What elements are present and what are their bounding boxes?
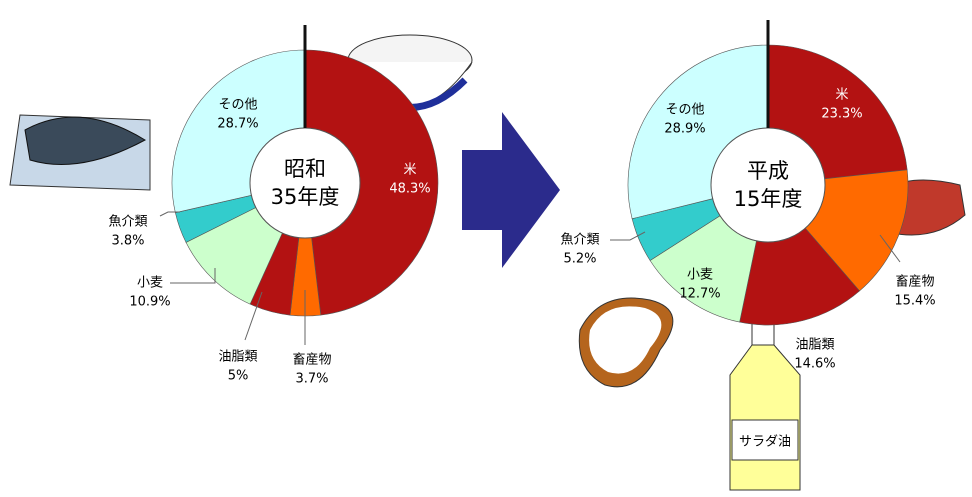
segment-value: 28.7%: [217, 117, 258, 132]
leader-line: [170, 268, 216, 284]
segment-value: 23.3%: [821, 107, 862, 122]
donut-hole: [710, 127, 826, 243]
leader-line: [610, 231, 646, 241]
segment-name: 油脂類: [795, 338, 834, 353]
segment-name: 米: [403, 163, 416, 178]
segment-value: 5.2%: [563, 252, 596, 267]
segment-name: 畜産物: [895, 274, 934, 290]
segment-name: 魚介類: [560, 233, 599, 248]
segment-value: 15.4%: [894, 294, 935, 309]
segment-value: 28.9%: [664, 122, 705, 137]
segment-value: 5%: [228, 369, 249, 384]
segment-name: 畜産物: [292, 352, 331, 368]
segment-name: 小麦: [137, 276, 163, 291]
segment-name: 米: [835, 88, 848, 103]
segment-name: 魚介類: [108, 215, 147, 230]
center-label: 35年度: [271, 185, 340, 209]
segment-value: 48.3%: [389, 182, 430, 197]
segment-value: 14.6%: [794, 357, 835, 372]
segment-name: その他: [218, 98, 257, 113]
center-label: 平成: [747, 159, 789, 183]
leader-line: [879, 234, 901, 263]
leader-line: [159, 211, 180, 217]
segment-name: 小麦: [687, 268, 713, 283]
segment-name: その他: [665, 103, 704, 118]
center-label: 15年度: [734, 187, 803, 211]
segment-value: 10.9%: [129, 295, 170, 310]
bottle-label: サラダ油: [739, 435, 791, 450]
segment-value: 3.8%: [111, 234, 144, 249]
segment-value: 12.7%: [679, 287, 720, 302]
center-label: 昭和: [284, 157, 326, 181]
segment-name: 油脂類: [218, 350, 257, 365]
segment-value: 3.7%: [295, 372, 328, 387]
leader-line: [244, 291, 263, 341]
donut-hole: [249, 127, 361, 239]
